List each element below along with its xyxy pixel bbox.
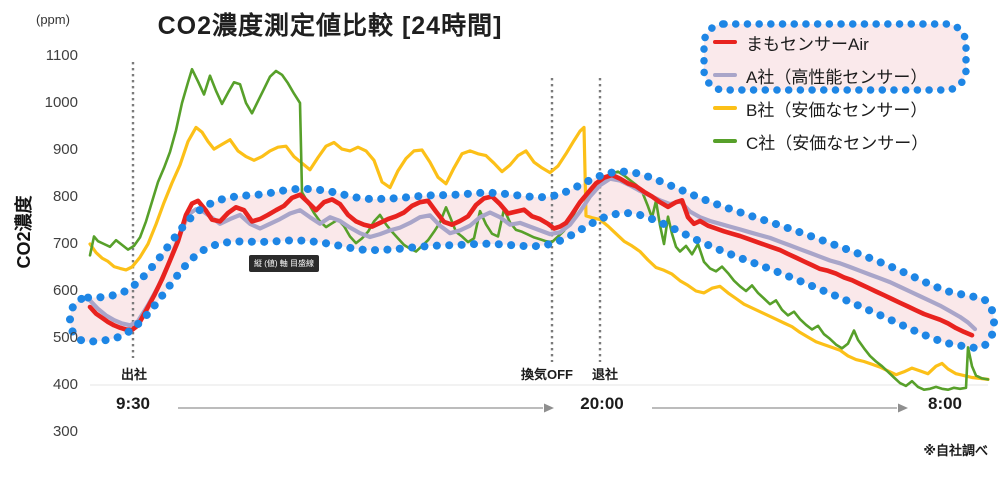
chart-title: CO2濃度測定値比較 [24時間] [157,12,503,40]
y-tick-1000: 1000 [44,94,78,111]
x-tick-2000: 20:00 [580,394,624,413]
legend-label: C社（安価なセンサー） [746,133,929,153]
legend-label: まもセンサーAir [746,34,869,54]
legend-dash-icon [713,40,737,44]
series-line-2 [88,125,990,381]
event-label-ventilation-off: 換気OFF [521,367,573,382]
source-note: ※自社調べ [923,443,988,458]
y-tick-700: 700 [52,235,78,252]
chart-legend: まもセンサーAir A社（高性能センサー） B社（安価なセンサー） C社（安価なセンサ… [700,24,980,159]
legend-item-0: まもセンサーAir [713,30,869,55]
y-tick-600: 600 [52,282,78,299]
x-tick-930: 9:30 [115,394,151,413]
timeline-arrowhead-0 [544,403,554,413]
timeline-arrowhead-1 [898,403,908,413]
event-label-leave: 退社 [592,367,619,382]
highlight-band-fill [70,171,994,348]
legend-dash-icon [713,73,737,77]
legend-label: B社（安価なセンサー） [746,100,928,120]
y-axis-unit-label: (ppm) [36,12,70,27]
y-tick-300: 300 [52,423,78,440]
highlight-band-outline [66,167,998,352]
series-line-0 [87,172,975,338]
y-tick-800: 800 [52,188,78,205]
y-tick-500: 500 [52,329,78,346]
legend-highlight-fill [704,24,966,90]
legend-item-2: B社（安価なセンサー） [713,96,927,121]
legend-dash-icon [713,139,737,143]
y-axis-title: CO2濃度 [14,195,34,269]
legend-dash-icon [713,106,737,110]
gridline-tooltip: 縦 (値) 軸 目盛線 [249,255,319,272]
legend-item-3: C社（安価なセンサー） [713,129,928,154]
x-tick-800: 8:00 [927,394,963,413]
y-tick-900: 900 [52,141,78,158]
legend-highlight-outline [700,20,970,94]
legend-item-1: A社（高性能センサー） [713,63,927,88]
series-line-1 [87,176,978,332]
event-label-arrive: 出社 [121,367,148,382]
y-tick-400: 400 [52,376,78,393]
y-tick-1100: 1100 [45,47,78,64]
legend-label: A社（高性能センサー） [746,67,928,87]
